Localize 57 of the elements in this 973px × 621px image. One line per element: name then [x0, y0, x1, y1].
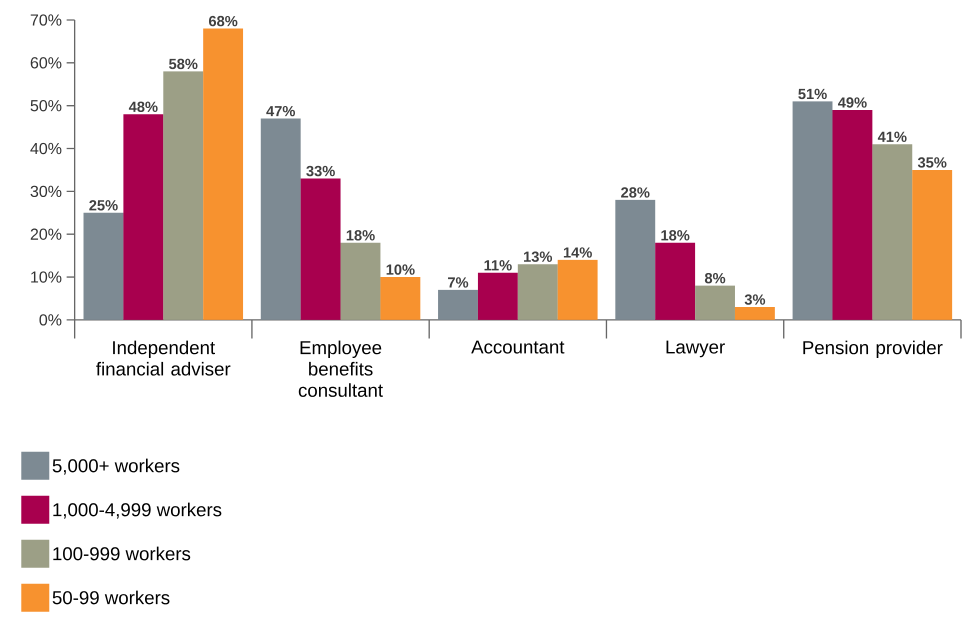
data-label: 48% [128, 102, 158, 112]
bar [340, 242, 380, 320]
y-tick-label: 30% [30, 186, 62, 197]
x-tick-label: Lawyer [666, 340, 725, 358]
data-label: 8% [704, 272, 726, 284]
bar [695, 286, 735, 320]
bar [203, 28, 244, 320]
bar [558, 260, 598, 320]
bar [438, 290, 478, 320]
y-tick-label: 60% [30, 57, 62, 68]
data-label: 10% [386, 264, 415, 275]
data-label: 14% [564, 247, 592, 258]
data-label: 41% [878, 132, 907, 142]
x-tick-label: Independent financial adviser [96, 340, 230, 376]
data-label: 35% [918, 157, 946, 168]
y-tick-label: 0% [39, 314, 62, 326]
data-label: 49% [838, 97, 867, 108]
bar [84, 212, 124, 320]
bar [832, 110, 872, 320]
x-tick-label: Pension provider [803, 340, 943, 358]
data-label: 28% [621, 187, 650, 198]
y-tick-label: 10% [31, 271, 62, 283]
data-label: 13% [524, 251, 552, 262]
y-tick-label: 40% [30, 142, 62, 154]
bar [123, 114, 164, 320]
bar [518, 264, 558, 320]
data-label: 25% [89, 200, 118, 210]
bar [478, 272, 518, 320]
data-label: 18% [346, 230, 375, 240]
legend-label: 50-99 workers [52, 590, 170, 604]
bar [655, 242, 696, 320]
bar [872, 144, 912, 320]
data-label: 47% [266, 106, 295, 116]
bar [300, 178, 341, 320]
data-label: 33% [306, 166, 335, 176]
y-tick-label: 70% [30, 14, 62, 26]
data-label: 7% [448, 277, 468, 288]
y-tick-label: 50% [30, 100, 62, 112]
data-label: 3% [744, 294, 766, 305]
data-label: 58% [169, 58, 198, 70]
bar [380, 276, 420, 320]
x-tick-label: Employee benefits consultant [298, 340, 383, 397]
legend-label: 1,000-4,999 workers [53, 502, 222, 519]
bar [260, 118, 301, 320]
x-tick-label: Accountant [471, 340, 564, 354]
bar [912, 170, 952, 320]
data-label: 18% [661, 230, 690, 240]
data-label: 51% [798, 88, 827, 100]
bar [734, 306, 775, 320]
data-label: 11% [484, 260, 512, 270]
bar [163, 71, 204, 320]
bar [615, 200, 656, 320]
y-tick-label: 20% [30, 228, 62, 240]
bar [792, 101, 832, 320]
legend-label: 100-999 workers [53, 546, 190, 560]
legend-label: 5,000+ workers [52, 458, 180, 475]
data-label: 68% [208, 16, 238, 26]
